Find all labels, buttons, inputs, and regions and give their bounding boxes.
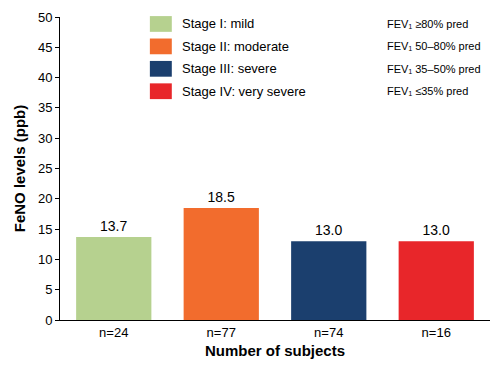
svg-text:Number of subjects: Number of subjects <box>205 342 345 359</box>
svg-text:45: 45 <box>38 40 52 55</box>
svg-text:Stage I: mild: Stage I: mild <box>182 16 254 31</box>
svg-text:50: 50 <box>38 10 52 25</box>
svg-text:5: 5 <box>45 282 52 297</box>
svg-text:Stage IV: very severe: Stage IV: very severe <box>182 84 306 99</box>
svg-text:30: 30 <box>38 131 52 146</box>
svg-text:13.7: 13.7 <box>100 218 127 234</box>
svg-text:FEV₁ ≤35% pred: FEV₁ ≤35% pred <box>387 85 468 97</box>
svg-text:40: 40 <box>38 70 52 85</box>
svg-text:13.0: 13.0 <box>423 222 450 238</box>
svg-text:FEV₁ 50–80% pred: FEV₁ 50–80% pred <box>387 40 481 52</box>
svg-text:Stage II: moderate: Stage II: moderate <box>182 39 289 54</box>
svg-text:Stage III: severe: Stage III: severe <box>182 61 277 76</box>
svg-text:n=74: n=74 <box>314 325 343 340</box>
svg-text:20: 20 <box>38 191 52 206</box>
svg-text:FEV₁ ≥80% pred: FEV₁ ≥80% pred <box>387 18 468 30</box>
svg-text:10: 10 <box>38 252 52 267</box>
svg-text:FEV₁ 35–50% pred: FEV₁ 35–50% pred <box>387 63 481 75</box>
svg-text:13.0: 13.0 <box>315 222 342 238</box>
svg-text:n=77: n=77 <box>207 325 236 340</box>
svg-text:18.5: 18.5 <box>208 189 235 205</box>
svg-text:15: 15 <box>38 222 52 237</box>
svg-text:35: 35 <box>38 100 52 115</box>
svg-text:0: 0 <box>45 313 52 328</box>
svg-text:n=24: n=24 <box>99 325 128 340</box>
svg-text:25: 25 <box>38 161 52 176</box>
svg-text:FeNO levels (ppb): FeNO levels (ppb) <box>11 105 28 233</box>
svg-text:n=16: n=16 <box>422 325 451 340</box>
